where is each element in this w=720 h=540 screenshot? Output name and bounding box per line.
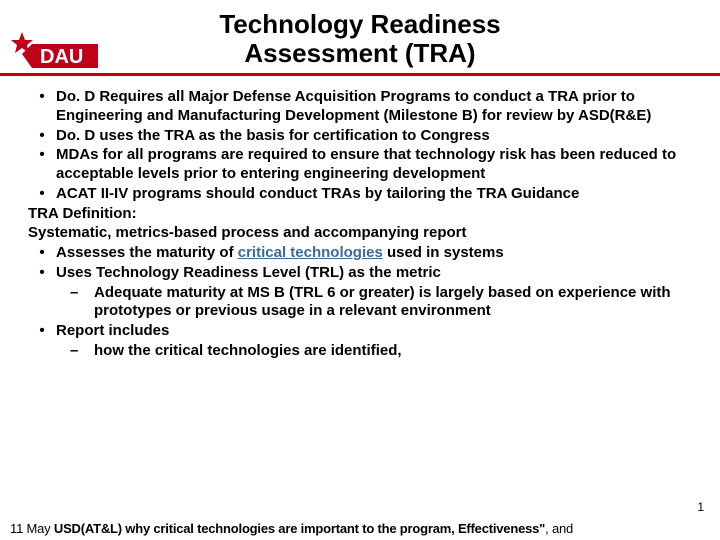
bullet-item: • Assesses the maturity of critical tech… [28, 244, 692, 263]
slide-body: • Do. D Requires all Major Defense Acqui… [0, 76, 720, 361]
bullet-text: Uses Technology Readiness Level (TRL) as… [56, 264, 692, 283]
svg-text:DAU: DAU [40, 46, 83, 68]
bullet-item: • Uses Technology Readiness Level (TRL) … [28, 264, 692, 283]
title-divider [0, 73, 720, 76]
bullet-marker: • [28, 244, 56, 263]
sub-bullet-marker: – [70, 284, 94, 322]
critical-technologies-link[interactable]: critical technologies [238, 244, 383, 261]
sub-bullet-marker: – [70, 342, 94, 361]
bullet-item: • ACAT II-IV programs should conduct TRA… [28, 185, 692, 204]
bullet-marker: • [28, 146, 56, 184]
text-fragment: Assesses the maturity of [56, 244, 238, 261]
bullet-item: • Report includes [28, 322, 692, 341]
slide-title: Technology Readiness Assessment (TRA) [0, 10, 720, 73]
bullet-text: Assesses the maturity of critical techno… [56, 244, 692, 263]
bullet-item: • Do. D Requires all Major Defense Acqui… [28, 88, 692, 126]
sub-bullet-item: – how the critical technologies are iden… [70, 342, 692, 361]
bullet-text: Do. D uses the TRA as the basis for cert… [56, 127, 692, 146]
sub-bullet-text: how the critical technologies are identi… [94, 342, 692, 361]
bullet-marker: • [28, 88, 56, 126]
bullet-marker: • [28, 264, 56, 283]
page-number: 1 [697, 500, 704, 514]
text-fragment: used in systems [383, 244, 504, 261]
dau-logo: DAU [10, 30, 100, 85]
bullet-text: Report includes [56, 322, 692, 341]
slide-header: DAU Technology Readiness Assessment (TRA… [0, 0, 720, 76]
title-line-1: Technology Readiness [219, 9, 500, 39]
footer-citation: 11 May USD(AT&L) why critical technologi… [10, 521, 573, 536]
footer-and: , and [545, 521, 573, 536]
bullet-text: Do. D Requires all Major Defense Acquisi… [56, 88, 692, 126]
title-line-2: Assessment (TRA) [244, 38, 475, 68]
sub-bullet-item: – Adequate maturity at MS B (TRL 6 or gr… [70, 284, 692, 322]
bullet-marker: • [28, 127, 56, 146]
bullet-item: • MDAs for all programs are required to … [28, 146, 692, 184]
sub-bullet-text: Adequate maturity at MS B (TRL 6 or grea… [94, 284, 692, 322]
definition-label: TRA Definition: [28, 205, 692, 224]
definition-text: Systematic, metrics-based process and ac… [28, 224, 692, 243]
bullet-item: • Do. D uses the TRA as the basis for ce… [28, 127, 692, 146]
footer-date: 11 May [10, 521, 54, 536]
bullet-marker: • [28, 322, 56, 341]
bullet-text: MDAs for all programs are required to en… [56, 146, 692, 184]
bullet-marker: • [28, 185, 56, 204]
bullet-text: ACAT II-IV programs should conduct TRAs … [56, 185, 692, 204]
footer-overlay-text: USD(AT&L) why critical technologies are … [54, 521, 545, 536]
